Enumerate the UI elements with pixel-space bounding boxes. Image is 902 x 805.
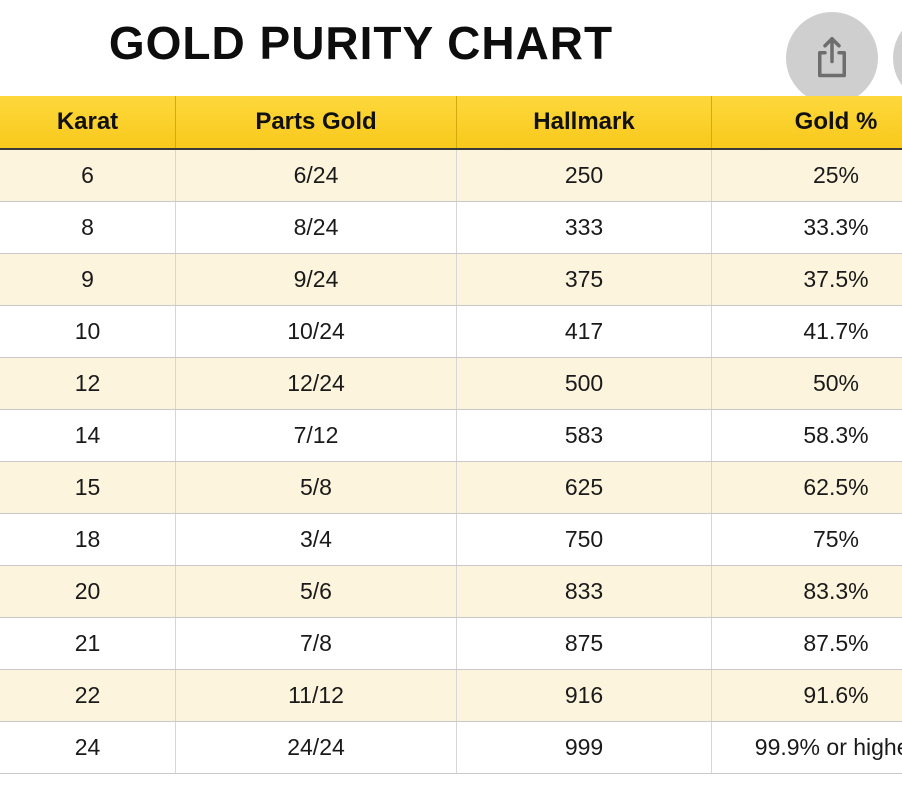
cell-parts-gold: 5/8 <box>175 462 456 513</box>
table-row: 21 7/8 875 87.5% <box>0 618 902 670</box>
share-button[interactable] <box>786 12 878 104</box>
table-row: 12 12/24 500 50% <box>0 358 902 410</box>
cell-gold-percent: 50% <box>711 358 902 409</box>
cell-gold-percent: 41.7% <box>711 306 902 357</box>
cell-karat: 15 <box>74 474 101 500</box>
cell-hallmark: 333 <box>456 202 711 253</box>
cell-parts-gold: 5/6 <box>175 566 456 617</box>
table-row: 20 5/6 833 83.3% <box>0 566 902 618</box>
column-header-parts-gold: Parts Gold <box>175 96 456 148</box>
partial-edge-button[interactable] <box>893 12 902 104</box>
cell-hallmark: 916 <box>456 670 711 721</box>
table-header-row: Karat Parts Gold Hallmark Gold % <box>0 96 902 150</box>
table-row: 9 9/24 375 37.5% <box>0 254 902 306</box>
table-row: 22 11/12 916 91.6% <box>0 670 902 722</box>
cell-gold-percent: 25% <box>711 150 902 201</box>
page-title: GOLD PURITY CHART <box>108 17 614 69</box>
column-header-gold-percent: Gold % <box>711 96 902 148</box>
cell-parts-gold: 10/24 <box>175 306 456 357</box>
cell-gold-percent: 83.3% <box>711 566 902 617</box>
cell-gold-percent: 33.3% <box>711 202 902 253</box>
cell-parts-gold: 7/8 <box>175 618 456 669</box>
cell-parts-gold: 12/24 <box>175 358 456 409</box>
cell-karat: 9 <box>81 266 94 292</box>
cell-hallmark: 875 <box>456 618 711 669</box>
table-row: 8 8/24 333 33.3% <box>0 202 902 254</box>
cell-hallmark: 500 <box>456 358 711 409</box>
column-header-karat: Karat <box>56 108 119 135</box>
cell-gold-percent: 75% <box>711 514 902 565</box>
column-header-hallmark: Hallmark <box>456 96 711 148</box>
cell-karat: 12 <box>74 370 101 396</box>
table-row: 14 7/12 583 58.3% <box>0 410 902 462</box>
cell-parts-gold: 3/4 <box>175 514 456 565</box>
cell-gold-percent: 91.6% <box>711 670 902 721</box>
cell-karat: 6 <box>81 162 94 188</box>
cell-parts-gold: 24/24 <box>175 722 456 773</box>
cell-gold-percent: 37.5% <box>711 254 902 305</box>
cell-hallmark: 375 <box>456 254 711 305</box>
cell-karat: 24 <box>74 734 101 760</box>
cell-karat: 18 <box>74 526 101 552</box>
cell-karat: 21 <box>74 630 101 656</box>
cell-hallmark: 833 <box>456 566 711 617</box>
cell-gold-percent: 62.5% <box>711 462 902 513</box>
cell-karat: 22 <box>74 682 101 708</box>
cell-parts-gold: 7/12 <box>175 410 456 461</box>
cell-karat: 8 <box>81 214 94 240</box>
cell-karat: 10 <box>74 318 101 344</box>
cell-hallmark: 583 <box>456 410 711 461</box>
cell-gold-percent: 99.9% or higher <box>711 722 902 773</box>
cell-gold-percent: 87.5% <box>711 618 902 669</box>
share-icon <box>811 35 853 81</box>
cell-hallmark: 625 <box>456 462 711 513</box>
purity-table: Karat Parts Gold Hallmark Gold % 6 6/24 … <box>0 96 902 774</box>
cell-hallmark: 417 <box>456 306 711 357</box>
cell-parts-gold: 6/24 <box>175 150 456 201</box>
cell-gold-percent: 58.3% <box>711 410 902 461</box>
cell-karat: 20 <box>74 578 101 604</box>
cell-parts-gold: 9/24 <box>175 254 456 305</box>
table-row: 6 6/24 250 25% <box>0 150 902 202</box>
cell-hallmark: 750 <box>456 514 711 565</box>
table-row: 24 24/24 999 99.9% or higher <box>0 722 902 774</box>
cell-hallmark: 999 <box>456 722 711 773</box>
cell-parts-gold: 8/24 <box>175 202 456 253</box>
cell-karat: 14 <box>74 422 101 448</box>
cell-parts-gold: 11/12 <box>175 670 456 721</box>
table-body: 6 6/24 250 25% 8 8/24 333 33.3% 9 9/24 3… <box>0 150 902 774</box>
table-row: 18 3/4 750 75% <box>0 514 902 566</box>
table-row: 10 10/24 417 41.7% <box>0 306 902 358</box>
cell-hallmark: 250 <box>456 150 711 201</box>
title-bar: GOLD PURITY CHART <box>0 0 902 104</box>
table-row: 15 5/8 625 62.5% <box>0 462 902 514</box>
